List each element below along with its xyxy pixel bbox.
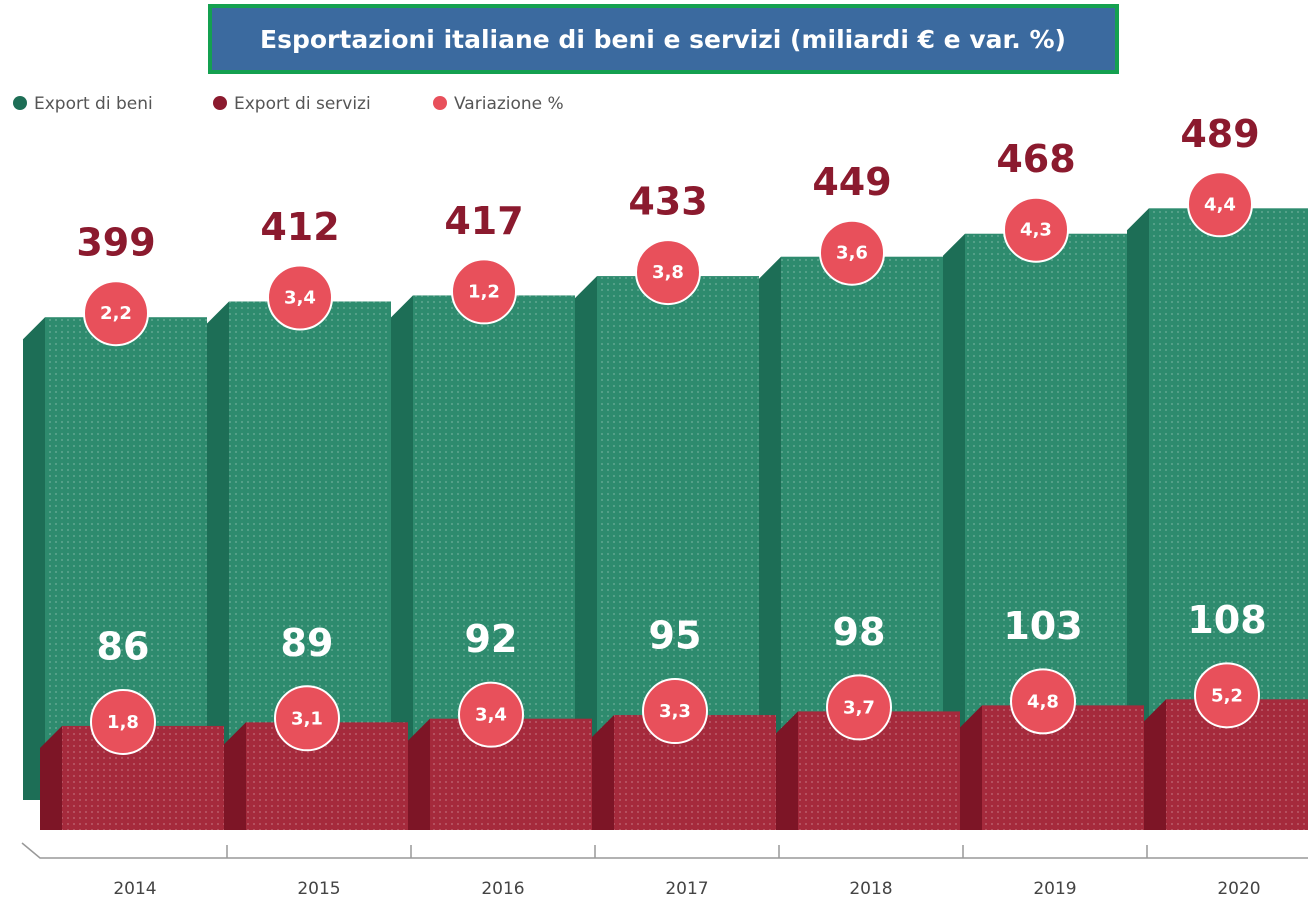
change-label: 4,8 [1027, 691, 1059, 712]
value-label: 92 [465, 617, 518, 661]
value-label: 433 [628, 180, 707, 224]
legend-label: Export di beni [34, 94, 153, 114]
change-badge [1003, 196, 1069, 263]
change-label: 3,8 [652, 262, 684, 283]
bar-side [592, 715, 614, 830]
value-label: 399 [76, 221, 155, 265]
change-badge [635, 239, 701, 306]
legend-label: Export di servizi [234, 94, 371, 114]
bar-side [1127, 208, 1149, 800]
change-label: 1,8 [107, 712, 139, 733]
change-label: 4,3 [1020, 220, 1052, 241]
bar-side [759, 256, 781, 801]
bar-side [776, 711, 798, 830]
x-tick-label: 2014 [113, 879, 156, 899]
change-label: 3,7 [843, 697, 875, 718]
change-label: 3,6 [836, 243, 868, 264]
value-label: 468 [996, 137, 1075, 181]
change-badge [1187, 171, 1253, 238]
bar-side [40, 725, 62, 830]
bar-side [943, 233, 965, 801]
value-label: 95 [649, 614, 702, 658]
change-badge [451, 258, 517, 325]
bar-side [207, 301, 229, 800]
change-label: 3,4 [475, 705, 507, 726]
value-label: 489 [1180, 112, 1259, 156]
change-label: 3,1 [291, 708, 323, 729]
change-badge [267, 264, 333, 331]
change-badge [819, 219, 885, 286]
bar-side [391, 295, 413, 800]
change-label: 1,2 [468, 281, 500, 302]
change-label: 3,4 [284, 287, 316, 308]
x-axis [21, 842, 1308, 859]
x-tick-label: 2016 [481, 879, 524, 899]
bar-side [1144, 699, 1166, 830]
change-label: 4,4 [1204, 194, 1236, 215]
change-badge [826, 674, 892, 741]
change-badge [83, 280, 149, 347]
title-box [208, 4, 1119, 74]
legend-swatch [213, 96, 227, 110]
value-label: 103 [1003, 604, 1082, 648]
value-label: 98 [833, 610, 886, 654]
change-badge [642, 678, 708, 745]
bar-side [224, 722, 246, 830]
x-tick-label: 2018 [849, 879, 892, 899]
change-label: 3,3 [659, 701, 691, 722]
value-label: 108 [1187, 598, 1266, 642]
x-tick-label: 2017 [665, 879, 708, 899]
legend-label: Variazione % [454, 94, 564, 114]
change-badge [90, 688, 156, 755]
bar-side [408, 718, 430, 830]
x-tick-label: 2020 [1217, 879, 1260, 899]
value-label: 86 [97, 624, 150, 668]
value-label: 412 [260, 205, 339, 249]
bar-side [960, 705, 982, 830]
x-tick-label: 2015 [297, 879, 340, 899]
change-label: 2,2 [100, 303, 132, 324]
change-label: 5,2 [1211, 685, 1243, 706]
change-badge [274, 685, 340, 752]
change-badge [1194, 662, 1260, 729]
bar-side [23, 317, 45, 800]
chart-title: Esportazioni italiane di beni e servizi … [260, 25, 1066, 54]
legend-swatch [13, 96, 27, 110]
value-label: 449 [812, 160, 891, 204]
change-badge [458, 681, 524, 748]
value-label: 89 [281, 621, 334, 665]
value-label: 417 [444, 199, 523, 243]
change-badge [1010, 668, 1076, 735]
x-tick-label: 2019 [1033, 879, 1076, 899]
legend-swatch [433, 96, 447, 110]
bar-side [575, 276, 597, 800]
